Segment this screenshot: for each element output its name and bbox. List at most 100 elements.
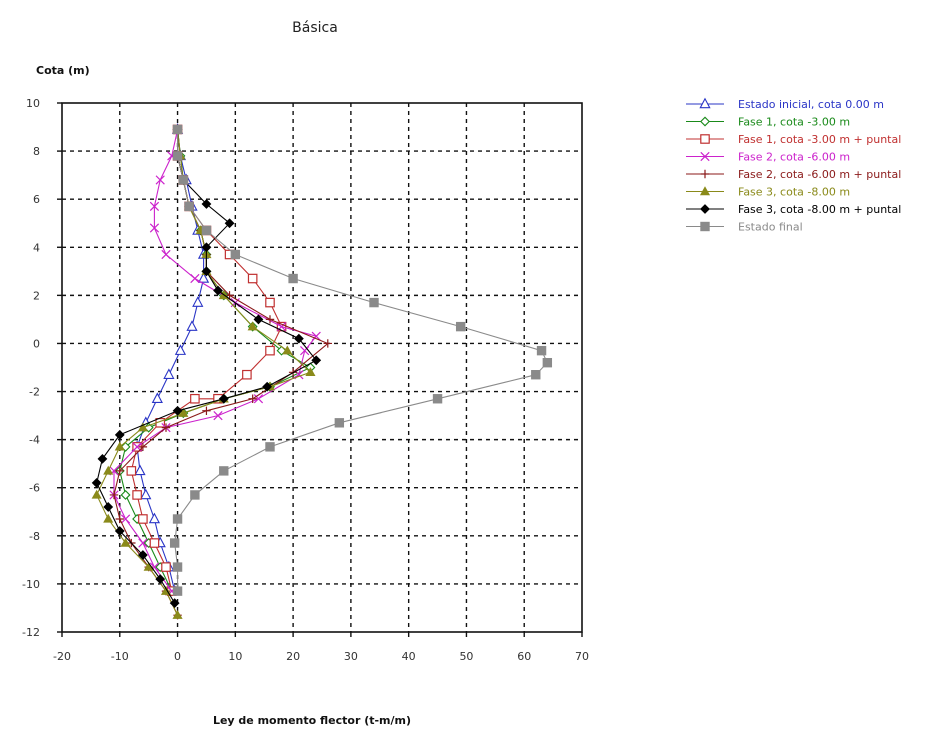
y-tick-label: -10 — [22, 578, 40, 591]
y-tick-label: -6 — [29, 482, 40, 495]
x-tick-label: 60 — [517, 650, 531, 663]
data-point — [224, 218, 235, 229]
legend-item: Fase 2, cota -6.00 m + puntal — [686, 168, 901, 181]
x-tick-label: 70 — [575, 650, 589, 663]
data-point — [97, 453, 108, 464]
data-point — [120, 489, 131, 500]
series-8 — [169, 124, 553, 596]
data-point — [190, 393, 200, 404]
x-tick-label: -10 — [111, 650, 129, 663]
legend-label: Fase 2, cota -6.00 m + puntal — [738, 168, 901, 181]
legend-item: Fase 1, cota -3.00 m + puntal — [686, 133, 901, 146]
y-tick-label: 10 — [26, 97, 40, 110]
legend-marker — [700, 169, 710, 179]
series-group — [91, 123, 553, 620]
grid — [62, 103, 582, 632]
legend-label: Estado inicial, cota 0.00 m — [738, 98, 884, 111]
legend-item: Estado inicial, cota 0.00 m — [686, 97, 884, 111]
legend-item: Fase 2, cota -6.00 m — [686, 151, 850, 164]
data-point — [201, 225, 212, 236]
data-point — [155, 574, 166, 585]
data-point — [120, 537, 131, 547]
data-point — [140, 488, 152, 500]
data-point — [91, 478, 102, 488]
data-point — [103, 465, 114, 475]
data-point — [172, 586, 183, 596]
data-point — [120, 514, 131, 524]
data-point — [149, 223, 160, 233]
data-point — [334, 418, 345, 428]
data-point — [219, 466, 229, 476]
data-point — [138, 442, 148, 452]
y-tick-label: 6 — [33, 193, 40, 206]
data-point — [103, 513, 114, 523]
data-point — [114, 429, 125, 440]
data-point — [149, 201, 160, 212]
data-point — [172, 609, 183, 619]
data-point — [137, 550, 148, 560]
data-point — [213, 285, 223, 296]
data-point — [253, 314, 264, 325]
data-point — [137, 422, 148, 432]
data-point — [311, 331, 321, 341]
data-point — [197, 272, 210, 283]
data-point — [178, 175, 189, 185]
data-point — [265, 315, 275, 324]
data-point — [149, 538, 160, 548]
data-point — [201, 199, 212, 209]
data-point — [174, 344, 187, 355]
legend-marker — [700, 134, 710, 144]
data-point — [148, 512, 161, 524]
legend-item: Fase 3, cota -8.00 m + puntal — [686, 203, 901, 216]
data-point — [288, 273, 298, 284]
y-tick-label: -4 — [29, 434, 40, 447]
data-point — [311, 355, 322, 366]
data-point — [186, 320, 198, 331]
data-point — [202, 406, 211, 415]
legend-marker — [699, 186, 711, 196]
legend-label: Fase 1, cota -3.00 m — [738, 116, 850, 129]
data-point — [242, 369, 252, 380]
data-point — [455, 321, 466, 332]
data-point — [161, 562, 171, 572]
data-point — [192, 296, 204, 307]
x-tick-label: 20 — [286, 650, 300, 663]
y-axis-label: Cota (m) — [36, 64, 90, 77]
series-line — [96, 129, 318, 604]
plot-area — [61, 102, 583, 633]
data-point — [115, 466, 124, 476]
x-tick-label: 10 — [228, 650, 242, 663]
series-4 — [109, 124, 321, 596]
data-point — [305, 367, 316, 377]
data-point — [253, 394, 264, 404]
data-point — [161, 249, 171, 260]
data-point — [184, 201, 194, 212]
x-tick-label: 30 — [344, 650, 358, 663]
x-tick-label: 50 — [459, 650, 473, 663]
data-point — [91, 489, 102, 499]
data-point — [134, 464, 146, 476]
data-point — [247, 273, 258, 284]
data-point — [169, 598, 180, 609]
data-point — [531, 370, 541, 380]
data-point — [190, 273, 200, 284]
data-point — [155, 175, 165, 185]
legend-marker — [700, 221, 710, 232]
legend-marker — [699, 97, 711, 109]
y-tick-label: -8 — [29, 530, 40, 543]
data-point — [265, 297, 275, 308]
data-point — [262, 381, 273, 392]
data-point — [109, 490, 119, 500]
series-line — [113, 129, 318, 592]
data-point — [178, 407, 189, 417]
data-point — [115, 514, 124, 524]
legend-label: Estado final — [738, 221, 803, 234]
legend-label: Fase 3, cota -8.00 m — [738, 186, 850, 199]
data-point — [201, 266, 212, 277]
data-point — [213, 410, 223, 421]
series-3 — [126, 124, 287, 596]
y-tick-label: 8 — [33, 145, 40, 158]
legend-label: Fase 2, cota -6.00 m — [738, 151, 850, 164]
x-tick-label: 0 — [174, 650, 181, 663]
